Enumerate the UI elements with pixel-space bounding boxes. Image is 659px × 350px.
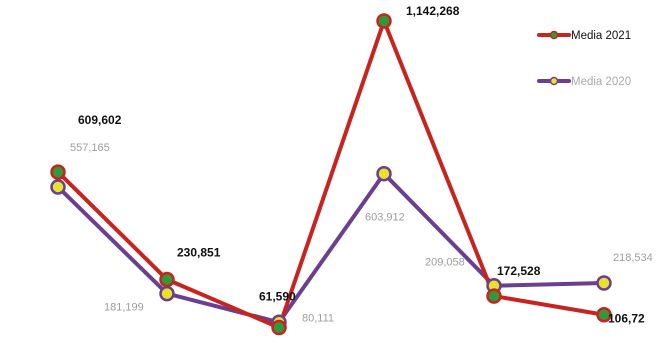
legend-marker-media-2020 bbox=[549, 76, 559, 86]
data-label-media-2021: 61,590 bbox=[259, 290, 296, 304]
legend-label-media-2020: Media 2020 bbox=[571, 76, 631, 88]
data-point-media-2021 bbox=[50, 164, 66, 180]
data-point-media-2020 bbox=[376, 165, 392, 182]
data-point-media-2021 bbox=[486, 288, 502, 304]
data-label-media-2021: 230,851 bbox=[177, 246, 221, 260]
data-point-media-2021 bbox=[271, 319, 287, 336]
data-point-media-2020 bbox=[596, 275, 612, 291]
data-label-media-2021: 609,602 bbox=[78, 113, 122, 127]
data-label-media-2021: 106,72 bbox=[608, 312, 645, 326]
data-label-media-2020: 181,199 bbox=[104, 302, 144, 314]
series-line-media-2021 bbox=[56, 19, 606, 330]
data-label-media-2020: 209,058 bbox=[425, 257, 465, 269]
data-point-media-2020 bbox=[159, 285, 175, 302]
chart-legend: Media 2021 Media 2020 bbox=[537, 30, 631, 88]
data-point-media-2021 bbox=[376, 13, 392, 29]
data-point-media-2021 bbox=[596, 306, 612, 323]
data-point-media-2020 bbox=[50, 179, 66, 195]
legend-label-media-2021: Media 2021 bbox=[571, 30, 631, 42]
data-label-media-2020: 218,534 bbox=[613, 252, 653, 264]
data-label-media-2020: 80,111 bbox=[302, 312, 334, 324]
data-label-media-2020: 603,912 bbox=[365, 212, 405, 224]
data-label-media-2021: 172,528 bbox=[497, 264, 541, 278]
data-label-media-2021: 1,142,268 bbox=[406, 4, 460, 18]
series-line-media-2020 bbox=[56, 171, 606, 325]
data-point-media-2021 bbox=[159, 271, 175, 288]
legend-marker-media-2021 bbox=[549, 30, 559, 40]
data-label-media-2020: 557,165 bbox=[70, 142, 110, 154]
